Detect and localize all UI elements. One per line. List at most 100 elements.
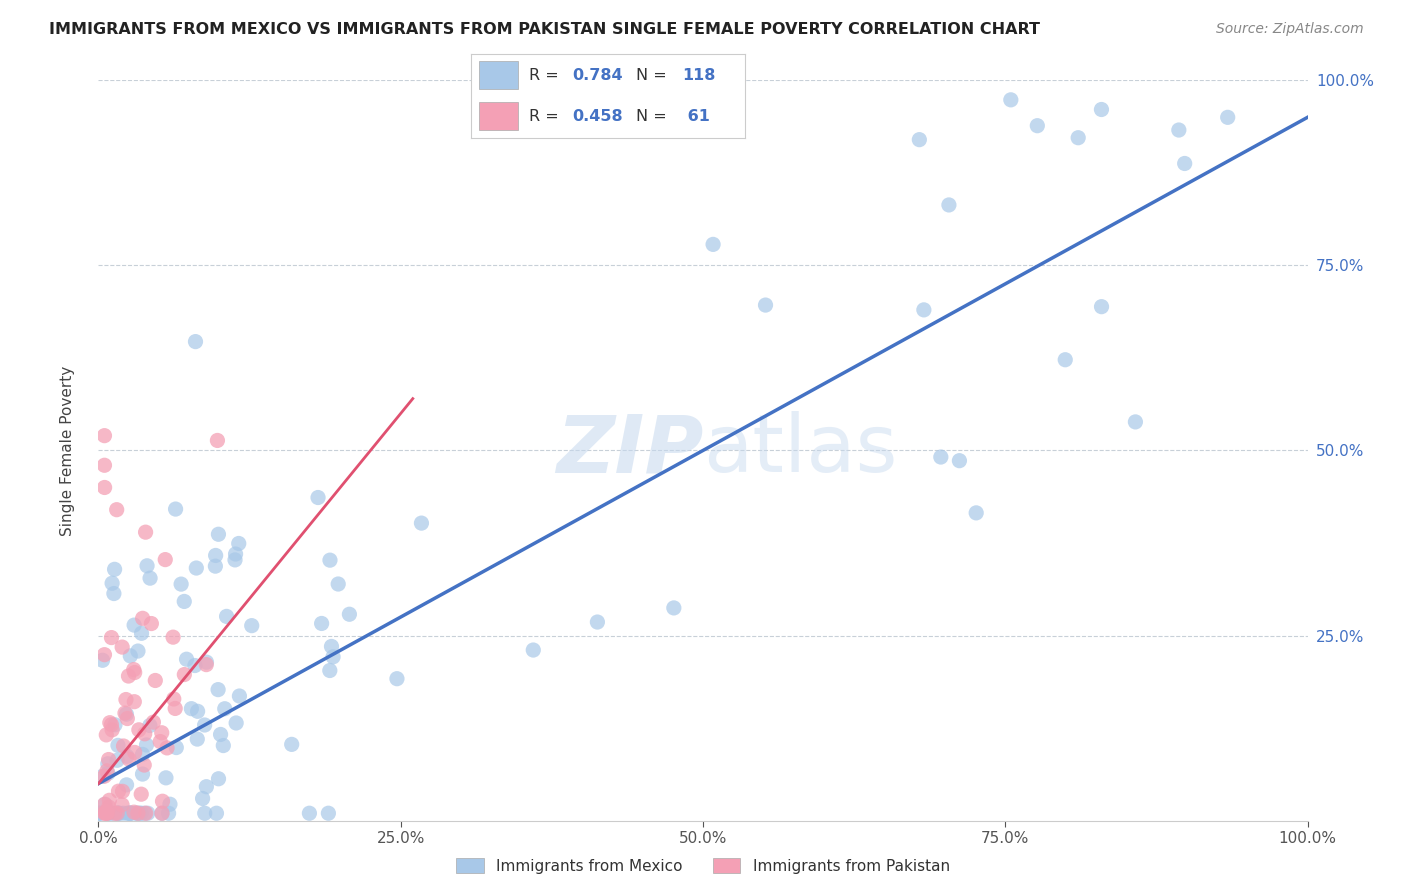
Point [98, 793, 121, 807]
Point [207, 434, 229, 448]
Point [127, 806, 149, 821]
Point [111, 797, 134, 812]
Point [152, 794, 174, 808]
Point [195, 780, 218, 794]
Point [1090, 103, 1112, 117]
Point [662, 601, 685, 615]
Point [173, 667, 195, 681]
Point [204, 549, 226, 563]
Point [165, 701, 187, 715]
Point [100, 717, 122, 731]
Point [1125, 415, 1147, 429]
Point [104, 718, 127, 732]
Point [93, 428, 115, 442]
Text: N =: N = [636, 109, 672, 124]
Point [105, 806, 128, 821]
Point [948, 453, 970, 467]
Point [105, 806, 128, 821]
Point [101, 723, 124, 737]
Point [150, 806, 173, 821]
Point [115, 778, 138, 792]
Text: N =: N = [636, 68, 672, 83]
Point [209, 727, 232, 741]
Point [97, 806, 120, 821]
Bar [479, 62, 517, 89]
Point [94, 806, 117, 821]
Point [94, 805, 117, 819]
Point [115, 749, 138, 764]
Point [163, 692, 186, 706]
Point [134, 758, 156, 772]
Point [1090, 300, 1112, 314]
Point [1000, 93, 1022, 107]
Point [176, 652, 198, 666]
Point [908, 133, 931, 147]
Point [385, 672, 408, 686]
Point [212, 739, 235, 753]
Point [912, 302, 935, 317]
Point [96, 764, 118, 778]
Point [159, 797, 181, 812]
Point [228, 536, 250, 550]
Point [165, 740, 187, 755]
Point [207, 682, 229, 697]
Point [318, 806, 340, 821]
Point [224, 553, 246, 567]
Point [754, 298, 776, 312]
Text: R =: R = [529, 109, 564, 124]
Point [97, 766, 120, 780]
Point [170, 577, 193, 591]
Point [91, 769, 114, 783]
Point [328, 577, 350, 591]
Point [155, 552, 177, 566]
Point [195, 657, 218, 672]
Point [319, 553, 342, 567]
Point [90, 806, 112, 821]
Point [141, 616, 163, 631]
Point [1216, 111, 1239, 125]
Point [93, 806, 115, 821]
Point [280, 738, 302, 752]
Point [150, 806, 173, 821]
Point [120, 648, 142, 663]
Point [131, 747, 153, 762]
Point [131, 767, 153, 781]
Point [139, 718, 162, 732]
Point [129, 787, 152, 801]
Point [93, 480, 115, 494]
Point [96, 728, 118, 742]
Point [129, 806, 152, 821]
Point [191, 791, 214, 805]
Point [107, 806, 129, 821]
Point [134, 806, 156, 821]
Point [207, 772, 229, 786]
Text: 0.784: 0.784 [572, 68, 623, 83]
Point [93, 458, 115, 473]
Point [186, 561, 208, 575]
Point [307, 491, 329, 505]
Point [339, 607, 361, 622]
Point [139, 571, 162, 585]
Point [207, 527, 229, 541]
Point [204, 559, 226, 574]
Point [214, 702, 236, 716]
Point [322, 649, 344, 664]
Point [87, 806, 110, 821]
Point [103, 586, 125, 600]
Point [929, 450, 952, 464]
Point [96, 806, 118, 821]
Point [97, 800, 120, 814]
Point [702, 237, 724, 252]
Point [120, 806, 142, 821]
Point [131, 611, 153, 625]
Point [87, 806, 110, 821]
Point [122, 618, 145, 632]
Point [205, 806, 228, 821]
Point [124, 695, 146, 709]
Point [1174, 156, 1197, 170]
Point [122, 663, 145, 677]
Point [142, 715, 165, 730]
Point [134, 727, 156, 741]
Point [115, 707, 138, 722]
Text: ZIP: ZIP [555, 411, 703, 490]
